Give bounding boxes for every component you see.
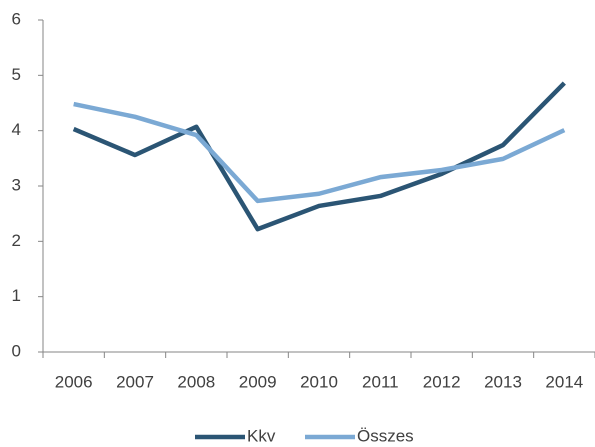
y-tick-label: 3 bbox=[12, 175, 21, 194]
x-tick-label: 2011 bbox=[362, 372, 399, 391]
x-tick-label: 2009 bbox=[239, 372, 277, 391]
line-series bbox=[72, 81, 566, 232]
y-tick-label: 6 bbox=[12, 9, 21, 28]
x-tick-label: 2006 bbox=[55, 372, 93, 391]
y-tick-label: 5 bbox=[12, 65, 21, 84]
x-tick-label: 2012 bbox=[423, 372, 461, 391]
x-tick-label: 2014 bbox=[545, 372, 583, 391]
line-series bbox=[73, 101, 566, 204]
y-tick-label: 0 bbox=[12, 341, 21, 360]
y-tick-label: 1 bbox=[12, 286, 21, 305]
y-tick-label: 2 bbox=[12, 231, 21, 250]
x-tick-label: 2007 bbox=[116, 372, 154, 391]
x-tick-label: 2010 bbox=[300, 372, 338, 391]
x-tick-label: 2013 bbox=[484, 372, 522, 391]
x-tick-label: 2008 bbox=[177, 372, 215, 391]
legend-label: Összes bbox=[357, 426, 414, 445]
y-tick-label: 4 bbox=[12, 120, 21, 139]
legend-label: Kkv bbox=[247, 426, 276, 445]
